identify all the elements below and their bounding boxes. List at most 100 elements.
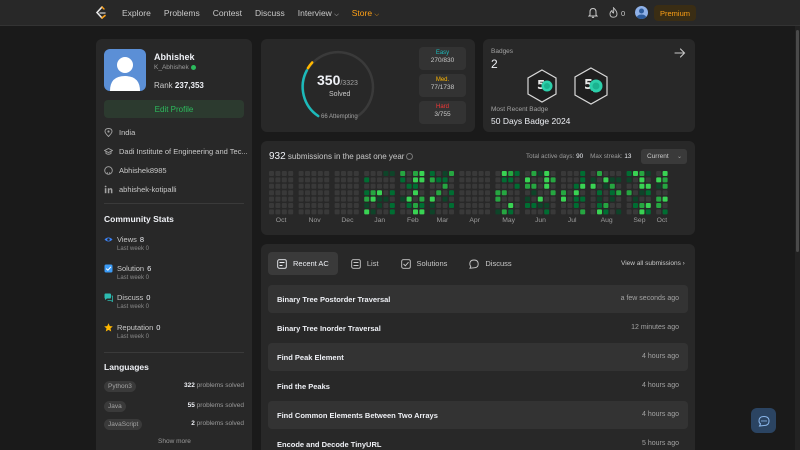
info-icon[interactable] [406, 153, 414, 161]
show-more-link[interactable]: Show more [158, 438, 191, 445]
heatmap-cell [400, 209, 406, 215]
heatmap-cell [347, 209, 353, 215]
submission-title[interactable]: Encode and Decode TinyURL [277, 440, 382, 449]
heatmap-cell [616, 196, 622, 202]
language-tag[interactable]: JavaScript [104, 419, 143, 430]
heatmap-cell [400, 183, 406, 189]
nav-interview[interactable]: Interview ⌵ [298, 8, 339, 19]
submission-title[interactable]: Binary Tree Postorder Traversal [277, 295, 391, 304]
linkedin-row[interactable]: abhishek-kotipalli [104, 183, 177, 195]
page-scrollbar[interactable] [795, 26, 800, 450]
heatmap-cell [442, 209, 448, 215]
heatmap-cell [442, 177, 448, 183]
linkedin-text[interactable]: abhishek-kotipalli [119, 184, 177, 194]
submission-title[interactable]: Find Peak Element [277, 353, 344, 362]
nav-problems[interactable]: Problems [163, 8, 200, 18]
heatmap-cell [353, 190, 359, 196]
leetcode-logo-icon[interactable] [95, 6, 107, 20]
submission-title[interactable]: Find the Peaks [277, 382, 330, 391]
heatmap-cell [370, 177, 376, 183]
top-nav: Explore Problems Contest Discuss Intervi… [0, 0, 800, 26]
heatmap-cell [383, 171, 389, 176]
feedback-button[interactable] [751, 408, 776, 433]
difficulty-hard[interactable]: Hard 3/755 [419, 101, 466, 124]
heatmap-cell [609, 209, 615, 215]
submission-row[interactable]: Find Common Elements Between Two Arrays … [268, 401, 688, 429]
badge-50-days-icon[interactable]: 5 [526, 69, 558, 103]
chat-icon [757, 415, 770, 427]
heatmap-cell [413, 190, 418, 196]
heatmap-cell [495, 171, 501, 176]
heatmap-cell [370, 203, 376, 208]
heatmap-cell [436, 183, 442, 189]
heatmap-cell [269, 196, 274, 202]
year-select[interactable]: Current ⌄ [641, 149, 687, 164]
premium-button[interactable]: Premium [654, 5, 696, 21]
heatmap-cell [531, 203, 537, 208]
submission-row[interactable]: Find Peak Element 4 hours ago [268, 343, 688, 371]
arrow-right-icon[interactable] [674, 47, 686, 59]
profile-avatar[interactable] [104, 49, 146, 91]
submission-row[interactable]: Binary Tree Inorder Traversal 12 minutes… [268, 314, 688, 342]
heatmap-cell [567, 209, 573, 215]
heatmap-cell [656, 190, 662, 196]
submission-row[interactable]: Binary Tree Postorder Traversal a few se… [268, 285, 688, 313]
heatmap-cell [406, 190, 412, 196]
submission-title[interactable]: Find Common Elements Between Two Arrays [277, 411, 438, 420]
difficulty-easy[interactable]: Easy 270/830 [419, 47, 466, 70]
heatmap-cell [633, 196, 638, 202]
heatmap-cell [364, 177, 370, 183]
tab-list[interactable]: List [342, 252, 388, 275]
heatmap-cell [459, 171, 465, 176]
language-tag[interactable]: Java [104, 401, 126, 412]
submissions-title: 932 submissions in the past one year [269, 151, 414, 162]
user-avatar[interactable] [635, 6, 648, 19]
recent-submissions-card: Recent AC List Solutions Discuss View al… [261, 244, 695, 450]
heatmap-cell [347, 203, 353, 208]
heatmap-cell [544, 203, 550, 208]
heatmap-cell [567, 183, 573, 189]
heatmap-cell [561, 171, 566, 176]
heatmap-cell [281, 177, 287, 183]
heatmap-cell [550, 177, 556, 183]
heatmap-cell [347, 196, 353, 202]
heatmap-cell [269, 190, 274, 196]
heatmap-cell [508, 183, 514, 189]
heatmap-cell [525, 171, 530, 176]
heatmap-cell [341, 203, 346, 208]
badges-label: Badges [491, 48, 514, 55]
badge-50-days-2024-icon[interactable]: 5 [573, 67, 609, 105]
heatmap-cell [472, 177, 478, 183]
stat-discuss-sub: Last week 0 [117, 304, 150, 310]
heatmap-cell [370, 190, 376, 196]
submission-title[interactable]: Binary Tree Inorder Traversal [277, 324, 381, 333]
heatmap-cell [561, 177, 566, 183]
submission-row[interactable]: Encode and Decode TinyURL 5 hours ago [268, 430, 688, 450]
bell-icon[interactable] [588, 7, 598, 18]
tab-solutions[interactable]: Solutions [392, 252, 457, 275]
difficulty-medium[interactable]: Med. 77/1738 [419, 74, 466, 97]
nav-contest[interactable]: Contest [212, 8, 243, 18]
heatmap-cell [317, 196, 323, 202]
tab-discuss[interactable]: Discuss [460, 252, 520, 275]
language-tag[interactable]: Python3 [104, 381, 136, 392]
nav-discuss[interactable]: Discuss [255, 8, 285, 18]
nav-store[interactable]: Store ⌵ [352, 8, 379, 19]
heatmap-cell [406, 177, 412, 183]
heatmap-cell [561, 203, 566, 208]
submission-row[interactable]: Find the Peaks 4 hours ago [268, 372, 688, 400]
heatmap-cell [334, 203, 340, 208]
heatmap-cell [609, 177, 615, 183]
github-text[interactable]: Abhishek8985 [119, 165, 167, 175]
view-all-submissions-link[interactable]: View all submissions › [621, 260, 685, 267]
heatmap-cell [275, 190, 281, 196]
nav-explore[interactable]: Explore [122, 8, 151, 18]
scrollbar-thumb[interactable] [796, 30, 799, 252]
github-row[interactable]: Abhishek8985 [104, 164, 167, 176]
heatmap-cell [400, 203, 406, 208]
heatmap-cell [580, 209, 586, 215]
edit-profile-button[interactable]: Edit Profile [104, 100, 244, 118]
tab-recent-ac[interactable]: Recent AC [268, 252, 338, 275]
heatmap-cell [561, 196, 566, 202]
fire-icon[interactable] [609, 7, 618, 18]
